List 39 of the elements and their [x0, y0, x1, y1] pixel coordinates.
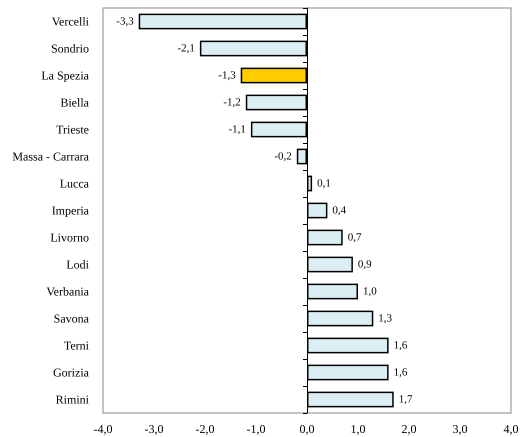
x-tick-label: 2,0 [402, 422, 416, 436]
data-label: 1,6 [394, 366, 408, 378]
y-tick-label: Imperia [52, 204, 90, 218]
y-tick-label: Massa - Carrara [12, 150, 90, 164]
y-tick-label: Vercelli [52, 14, 90, 28]
data-label: 1,7 [398, 394, 413, 406]
data-label: 1,6 [394, 340, 408, 352]
x-tick-label: -3,0 [144, 422, 164, 436]
data-label: 0,9 [358, 258, 372, 270]
data-label: -0,2 [274, 150, 292, 162]
data-label: -1,2 [223, 96, 241, 108]
x-tick-label: 1,0 [350, 422, 366, 436]
x-tick-label: -4,0 [94, 422, 112, 436]
x-tick-label: -2,0 [196, 422, 214, 436]
data-label: -1,3 [218, 70, 236, 82]
x-tick-label: 4,0 [504, 422, 518, 436]
data-label: 0,1 [317, 178, 331, 190]
y-tick-label: Terni [64, 338, 90, 352]
y-tick-label: Verbania [46, 284, 90, 298]
data-label: 0,4 [332, 204, 347, 216]
y-tick-label: Gorizia [53, 366, 90, 380]
data-label: -3,3 [116, 16, 134, 28]
y-tick-label: Savona [54, 312, 90, 326]
x-tick-label: 0,0 [300, 422, 314, 436]
x-tick-label: 3,0 [452, 422, 468, 436]
data-label: -1,1 [228, 124, 246, 136]
y-tick-label: Trieste [56, 122, 89, 136]
y-tick-label: Livorno [50, 230, 89, 244]
x-tick-label: -1,0 [246, 422, 266, 436]
y-tick-label: La Spezia [41, 68, 90, 82]
y-tick-label: Lucca [60, 176, 90, 190]
data-label: 1,0 [363, 286, 378, 298]
y-tick-label: Sondrio [50, 42, 89, 56]
y-tick-label: Lodi [66, 258, 90, 272]
data-label: -2,1 [177, 42, 195, 54]
y-tick-label: Biella [60, 96, 90, 110]
data-label: 0,7 [348, 232, 362, 244]
data-label: 1,3 [378, 312, 393, 324]
y-tick-label: Rimini [56, 392, 90, 406]
